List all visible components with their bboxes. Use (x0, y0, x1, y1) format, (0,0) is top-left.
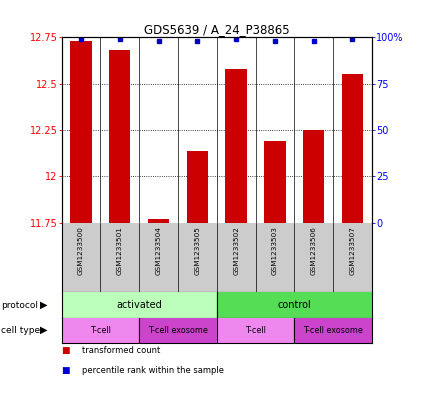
Bar (226, 69, 247, 223)
Text: T-cell: T-cell (90, 326, 111, 335)
Bar (148, 219, 169, 223)
Bar (187, 151, 208, 223)
Text: ■: ■ (62, 365, 70, 375)
Bar (303, 130, 324, 223)
Title: GDS5639 / A_24_P38865: GDS5639 / A_24_P38865 (144, 23, 289, 36)
Text: ▶: ▶ (40, 325, 47, 335)
Bar (264, 141, 286, 223)
Text: GSM1233504: GSM1233504 (156, 226, 162, 275)
Text: ■: ■ (62, 346, 70, 355)
Text: GSM1233501: GSM1233501 (117, 226, 123, 275)
Text: T-cell exosome: T-cell exosome (148, 326, 208, 335)
Text: GSM1233506: GSM1233506 (311, 226, 317, 275)
Text: T-cell: T-cell (245, 326, 266, 335)
Text: T-cell exosome: T-cell exosome (303, 326, 363, 335)
Bar (71, 41, 92, 223)
Text: GSM1233507: GSM1233507 (349, 226, 355, 275)
Bar (342, 74, 363, 223)
Text: control: control (278, 300, 311, 310)
Text: protocol: protocol (1, 301, 38, 310)
Text: cell type: cell type (1, 326, 40, 335)
Text: transformed count: transformed count (82, 346, 160, 355)
Text: ▶: ▶ (40, 300, 47, 310)
Text: GSM1233502: GSM1233502 (233, 226, 239, 275)
Text: GSM1233500: GSM1233500 (78, 226, 84, 275)
Bar (109, 50, 130, 223)
Text: GSM1233503: GSM1233503 (272, 226, 278, 275)
Text: GSM1233505: GSM1233505 (194, 226, 200, 275)
Text: activated: activated (116, 300, 162, 310)
Text: percentile rank within the sample: percentile rank within the sample (82, 365, 224, 375)
